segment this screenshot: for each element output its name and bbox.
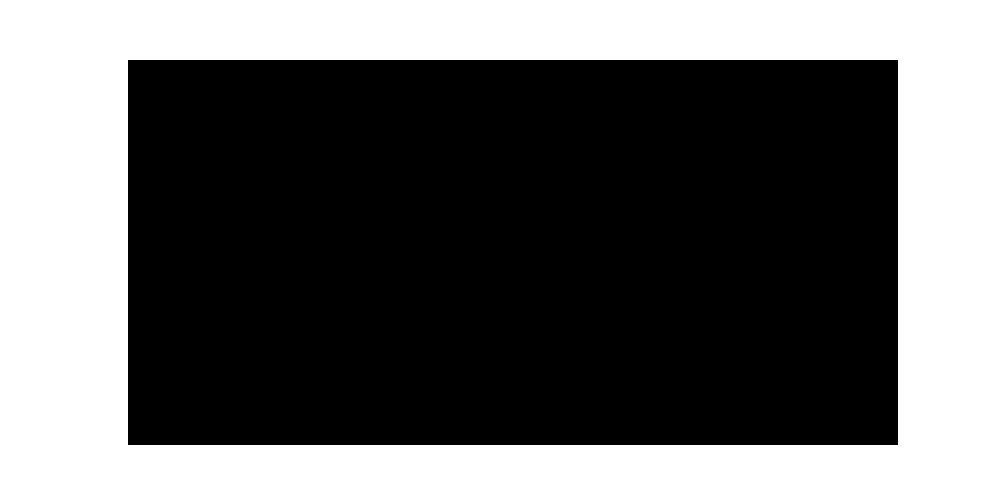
word-cloud <box>128 60 898 445</box>
